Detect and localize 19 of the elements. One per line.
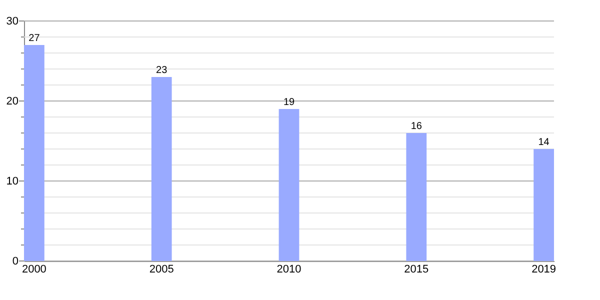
x-tick-label: 2010 <box>276 264 302 276</box>
bar <box>406 133 427 261</box>
data-label: 14 <box>538 137 550 148</box>
bar <box>534 149 554 261</box>
x-tick-label: 2019 <box>532 264 556 276</box>
data-label: 23 <box>156 65 168 76</box>
data-label: 27 <box>28 33 40 44</box>
bar <box>151 77 172 261</box>
bar <box>278 109 300 261</box>
y-tick-label: 0 <box>12 256 18 268</box>
y-tick-label: 10 <box>6 176 18 188</box>
x-tick-label: 2005 <box>149 264 174 276</box>
data-label: 16 <box>410 121 422 132</box>
data-label: 19 <box>283 97 295 108</box>
x-tick-label: 2000 <box>22 264 46 276</box>
y-tick-label: 20 <box>6 96 18 108</box>
bar <box>24 45 44 261</box>
x-tick-label: 2015 <box>404 264 429 276</box>
y-tick-label: 30 <box>6 16 18 28</box>
